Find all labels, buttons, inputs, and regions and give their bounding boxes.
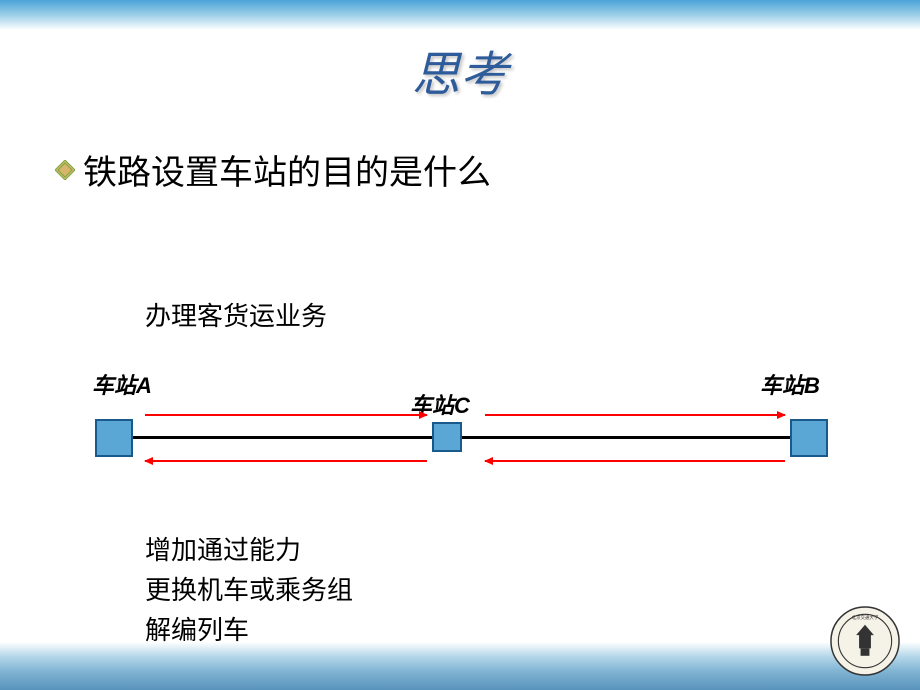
- subtext-1: 办理客货运业务: [145, 296, 327, 333]
- bullet-row: 铁路设置车站的目的是什么: [55, 145, 491, 194]
- bottom-list: 增加通过能力 更换机车或乘务组 解编列车: [145, 530, 353, 650]
- diamond-bullet-icon: [55, 160, 75, 180]
- university-logo-icon: 北京交通大学: [828, 604, 902, 678]
- bottom-wave: [0, 642, 920, 690]
- station-box-b: [790, 419, 828, 457]
- arrow-top-1: [145, 414, 427, 416]
- rail-diagram: [90, 400, 830, 500]
- station-box-a: [95, 419, 133, 457]
- bottom-list-item: 增加通过能力: [145, 530, 353, 570]
- arrow-top-2: [485, 414, 785, 416]
- station-label-b: 车站B: [760, 368, 820, 400]
- svg-text:北京交通大学: 北京交通大学: [852, 614, 879, 621]
- top-gradient-bar: [0, 0, 920, 30]
- slide-title: 思考: [0, 35, 920, 105]
- arrow-bottom-2: [485, 460, 785, 462]
- station-box-c: [432, 422, 462, 452]
- bullet-text: 铁路设置车站的目的是什么: [83, 145, 491, 194]
- arrow-bottom-1: [145, 460, 427, 462]
- bottom-list-item: 更换机车或乘务组: [145, 570, 353, 610]
- station-label-a: 车站A: [92, 368, 152, 400]
